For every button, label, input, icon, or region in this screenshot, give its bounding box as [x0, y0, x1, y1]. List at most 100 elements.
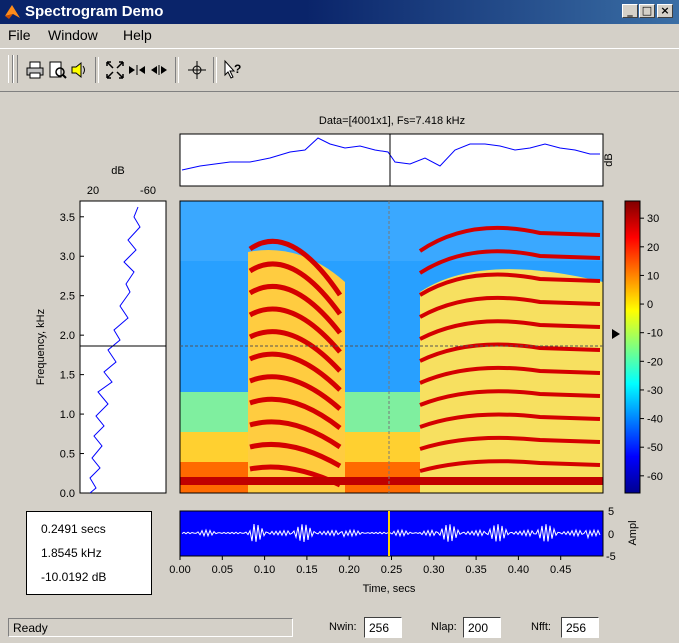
nlap-label: Nlap: — [431, 621, 457, 633]
harmonic-band — [419, 459, 601, 473]
harmonic-band — [249, 442, 342, 469]
time-tick-label: 0.35 — [465, 564, 486, 576]
ampl-tick-label: 0 — [608, 529, 614, 541]
ampl-tick-label: -5 — [606, 551, 616, 563]
time-tick-label: 0.25 — [381, 564, 402, 576]
svg-text:?: ? — [234, 62, 241, 76]
harmonic-band — [249, 419, 342, 450]
colorbar-tick-label: -60 — [647, 471, 663, 483]
cursor-readout: 0.2491 secs 1.8545 kHz -10.0192 dB — [26, 511, 152, 595]
print-icon[interactable] — [24, 59, 46, 81]
menu-help[interactable]: Help — [123, 27, 152, 43]
harmonic-band — [249, 374, 342, 411]
freq-tick-label: 2.0 — [60, 330, 75, 342]
toolbar-separator — [95, 57, 99, 83]
time-tick-label: 0.30 — [423, 564, 444, 576]
harmonic-band — [418, 249, 601, 275]
left-tick-label: 20 — [87, 185, 99, 197]
print-preview-icon[interactable] — [46, 59, 68, 81]
data-info-header: Data=[4001x1], Fs=7.418 kHz — [319, 115, 465, 127]
top-unit-label: dB — [603, 153, 615, 166]
toolbar: ? — [0, 48, 679, 92]
readout-time: 0.2491 secs — [41, 522, 106, 536]
time-axis-label: Time, secs — [363, 583, 416, 595]
title-bar: Spectrogram Demo _ □ × — [0, 0, 679, 24]
colorbar-tick-label: -10 — [647, 328, 663, 340]
menu-file[interactable]: File — [8, 27, 31, 43]
colorbar-tick-label: -40 — [647, 414, 663, 426]
colorbar-tick-label: -50 — [647, 442, 663, 454]
spectrogram-figure: Data=[4001x1], Fs=7.418 kHz dB dB 20 -60… — [35, 115, 663, 595]
nwin-input[interactable] — [364, 617, 402, 638]
harmonic-band — [418, 272, 601, 297]
harmonic-band — [248, 238, 343, 297]
time-slice-trace — [181, 137, 600, 171]
zoom-full-icon[interactable] — [104, 59, 126, 81]
minimize-button[interactable]: _ — [622, 4, 638, 18]
maximize-button[interactable]: □ — [639, 4, 655, 18]
harmonic-band — [419, 342, 601, 363]
readout-level: -10.0192 dB — [41, 570, 107, 584]
harmonic-band — [248, 329, 342, 373]
window-title: Spectrogram Demo — [25, 3, 164, 20]
zoom-out-x-icon[interactable] — [148, 59, 170, 81]
toolbar-grip[interactable] — [8, 55, 13, 83]
colorbar-marker-icon[interactable] — [612, 329, 620, 339]
harmonic-band — [419, 365, 601, 385]
menu-window[interactable]: Window — [48, 27, 98, 43]
close-button[interactable]: × — [657, 4, 673, 18]
harmonic-band — [419, 389, 601, 407]
nwin-label: Nwin: — [329, 621, 357, 633]
spectrogram-image — [179, 200, 604, 494]
colorbar-tick-label: 0 — [647, 299, 653, 311]
freq-tick-label: 3.0 — [60, 251, 75, 263]
speaker-icon[interactable] — [68, 59, 90, 81]
freq-tick-label: 1.5 — [60, 370, 75, 382]
colorbar: 30 20 10 0 -10 -20 -30 -40 -50 -60 — [612, 200, 663, 494]
harmonic-band — [419, 295, 601, 319]
time-tick-label: 0.15 — [296, 564, 317, 576]
nfft-label: Nfft: — [531, 621, 551, 633]
harmonic-band — [248, 306, 342, 354]
waveform-trace — [181, 524, 601, 542]
harmonic-band — [419, 319, 601, 341]
left-unit-label: dB — [111, 165, 124, 177]
nlap-input[interactable] — [463, 617, 501, 638]
time-tick-label: 0.20 — [338, 564, 359, 576]
whats-this-icon[interactable]: ? — [222, 59, 244, 81]
harmonic-band — [419, 412, 601, 429]
left-tick-label: -60 — [140, 185, 156, 197]
freq-tick-label: 3.5 — [60, 212, 75, 224]
harmonic-band — [419, 435, 601, 451]
ampl-tick-label: 5 — [608, 506, 614, 518]
freq-tick-label: 1.0 — [60, 409, 75, 421]
time-tick-label: 0.05 — [212, 564, 233, 576]
time-tick-label: 0.00 — [169, 564, 190, 576]
freq-tick-label: 2.5 — [60, 291, 75, 303]
zoom-in-x-icon[interactable] — [126, 59, 148, 81]
harmonic-band — [248, 351, 342, 392]
frequency-slice-panel: dB 20 -60 Frequency, kHz 0.0 0.5 1.0 1.5 2.0… — [35, 165, 167, 500]
waveform-panel: 5 0 -5 Ampl 0.00 0.05 0.10 0.15 0.20 0.25 0.30… — [169, 506, 639, 595]
harmonic-band — [418, 225, 601, 253]
harmonic-band — [249, 396, 342, 430]
frequency-axis-label: Frequency, kHz — [35, 309, 47, 385]
colorbar-tick-label: 20 — [647, 242, 659, 254]
status-bar: Ready Nwin: Nlap: Nfft: — [0, 612, 679, 643]
colorbar-tick-label: -20 — [647, 356, 663, 368]
harmonic-band — [248, 261, 343, 316]
time-tick-label: 0.40 — [508, 564, 529, 576]
freq-tick-label: 0.5 — [60, 449, 75, 461]
time-slice-panel: dB — [179, 133, 615, 187]
time-tick-label: 0.45 — [550, 564, 571, 576]
colorbar-tick-label: 30 — [647, 213, 659, 225]
crosshair-icon[interactable] — [186, 59, 208, 81]
nfft-input[interactable] — [561, 617, 599, 638]
ampl-axis-label: Ampl — [627, 520, 639, 545]
menu-bar: File Window Help — [0, 24, 679, 46]
toolbar-grip[interactable] — [13, 55, 18, 83]
frequency-slice-trace — [89, 206, 141, 494]
toolbar-separator — [213, 57, 217, 83]
toolbar-separator — [175, 57, 179, 83]
status-text: Ready — [8, 618, 293, 637]
